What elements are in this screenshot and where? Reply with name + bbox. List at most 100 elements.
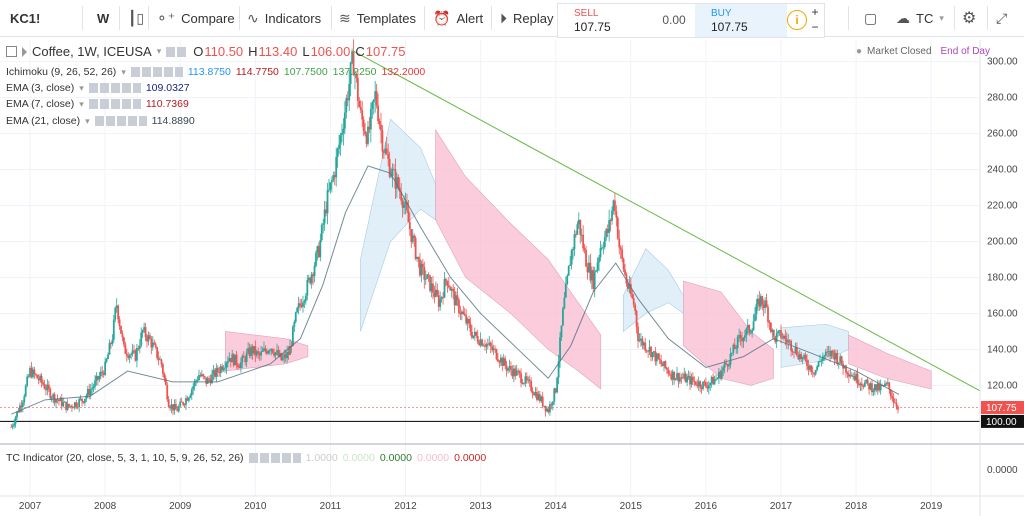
candle xyxy=(267,349,270,355)
candle xyxy=(226,356,229,368)
candle xyxy=(504,355,507,370)
candle xyxy=(512,364,515,383)
quantity-minus-button[interactable]: − xyxy=(811,20,819,34)
candle xyxy=(550,402,553,410)
candle xyxy=(173,399,176,415)
candle xyxy=(782,334,785,342)
ema7-legend[interactable]: EMA (7, close) ▾ 110.7369 xyxy=(6,98,189,110)
warning-icon[interactable]: i xyxy=(787,10,807,30)
candle xyxy=(455,291,457,306)
candle xyxy=(830,350,833,360)
candle xyxy=(40,373,43,388)
candle xyxy=(102,370,105,378)
main-legend[interactable]: Coffee, 1W, ICEUSA ▾ O 110.50 H 113.40 L 10… xyxy=(6,44,406,59)
candle xyxy=(420,260,423,283)
account-button[interactable]: ☁ TC ▾ xyxy=(896,0,944,36)
chevron-down-icon[interactable]: ▾ xyxy=(79,82,84,93)
settings-button[interactable]: ⚙ xyxy=(962,0,976,36)
price-axis[interactable]: 300.00 280.00 260.00 240.00 220.00 200.00 180.… xyxy=(987,57,1018,392)
replay-button[interactable]: ⏵ Replay xyxy=(500,0,553,36)
price-tick-label: 300.00 xyxy=(987,57,1018,68)
compare-button[interactable]: ⚬⁺ Compare xyxy=(156,0,235,36)
ichimoku-legend[interactable]: Ichimoku (9, 26, 52, 26) ▾ 113.8750 114.… xyxy=(6,66,425,78)
last-price-tag: 107.75 xyxy=(981,400,1024,414)
market-status: ● Market Closed End of Day xyxy=(856,46,990,57)
candle xyxy=(117,304,120,324)
candle xyxy=(576,221,579,236)
candle xyxy=(358,96,361,108)
candle xyxy=(26,374,29,388)
sell-button[interactable]: SELL 107.75 xyxy=(558,4,652,37)
candle xyxy=(586,262,589,280)
ema21-buttons[interactable] xyxy=(94,116,147,126)
candle xyxy=(228,352,231,362)
candle xyxy=(361,100,364,127)
indicators-button[interactable]: ∿ Indicators xyxy=(247,0,321,36)
candle xyxy=(650,345,652,362)
candle xyxy=(577,212,580,229)
candle xyxy=(72,406,75,409)
interval-button[interactable]: W xyxy=(97,0,109,36)
trendline[interactable] xyxy=(352,50,981,392)
candle xyxy=(65,401,68,413)
candle xyxy=(817,360,820,368)
candle xyxy=(670,370,673,381)
chevron-down-icon[interactable]: ▾ xyxy=(85,115,90,126)
symbol-label: KC1! xyxy=(10,10,41,26)
candle xyxy=(827,345,830,358)
market-status-label: Market Closed xyxy=(867,46,932,57)
expand-button[interactable]: ⤢ xyxy=(996,0,1007,36)
candle xyxy=(488,335,491,347)
chart-type-button[interactable]: ┃▯ xyxy=(128,0,144,36)
symbol-search-button[interactable]: KC1! xyxy=(10,0,40,36)
buy-button[interactable]: BUY 107.75 xyxy=(695,4,787,37)
time-tick-label: 2008 xyxy=(94,501,117,512)
candle xyxy=(108,339,111,355)
candle xyxy=(826,346,829,358)
candle xyxy=(36,374,39,379)
candle xyxy=(687,370,690,380)
chevron-down-icon[interactable]: ▾ xyxy=(156,46,162,56)
series-buttons[interactable] xyxy=(166,46,189,57)
candle xyxy=(746,318,749,335)
alert-button[interactable]: ⏰ Alert xyxy=(433,0,483,36)
candle xyxy=(832,349,834,360)
ichimoku-buttons[interactable] xyxy=(130,67,183,77)
time-axis[interactable]: 2007 2008 2009 2010 2011 2012 2013 2014 2015 2016… xyxy=(19,501,943,512)
candle xyxy=(693,376,696,386)
ema21-value: 114.8890 xyxy=(151,115,195,127)
tc-indicator-legend[interactable]: TC Indicator (20, close, 5, 3, 1, 10, 5,… xyxy=(6,452,486,464)
replay-label: Replay xyxy=(513,10,554,26)
candle xyxy=(601,244,603,250)
candle xyxy=(27,373,30,378)
candle xyxy=(634,302,637,315)
candle xyxy=(602,241,605,255)
candle xyxy=(850,372,853,377)
templates-button[interactable]: ≋ Templates xyxy=(339,0,416,36)
candle xyxy=(252,346,255,356)
candle xyxy=(618,229,621,255)
ema7-buttons[interactable] xyxy=(88,99,141,109)
sell-price: 107.75 xyxy=(574,20,611,34)
candle xyxy=(498,359,501,368)
candle xyxy=(450,286,453,298)
candle xyxy=(553,387,556,405)
candle xyxy=(585,245,587,267)
ema3-buttons[interactable] xyxy=(88,83,141,93)
chevron-down-icon[interactable]: ▾ xyxy=(121,66,126,77)
candle xyxy=(860,377,863,391)
candle xyxy=(133,344,135,354)
ema3-legend[interactable]: EMA (3, close) ▾ 109.0327 xyxy=(6,82,190,94)
fullscreen-toggle-button[interactable]: ▢ xyxy=(864,0,877,36)
candle xyxy=(261,346,264,352)
candle xyxy=(869,381,872,391)
candle xyxy=(781,332,784,340)
chevron-down-icon[interactable]: ▾ xyxy=(79,98,84,109)
quantity-plus-button[interactable]: + xyxy=(811,5,819,19)
collapse-icon[interactable] xyxy=(6,46,17,57)
candle xyxy=(81,398,83,407)
candle xyxy=(858,379,860,388)
ema21-legend[interactable]: EMA (21, close) ▾ 114.8890 xyxy=(6,115,195,127)
tc-indicator-buttons[interactable] xyxy=(248,453,301,463)
